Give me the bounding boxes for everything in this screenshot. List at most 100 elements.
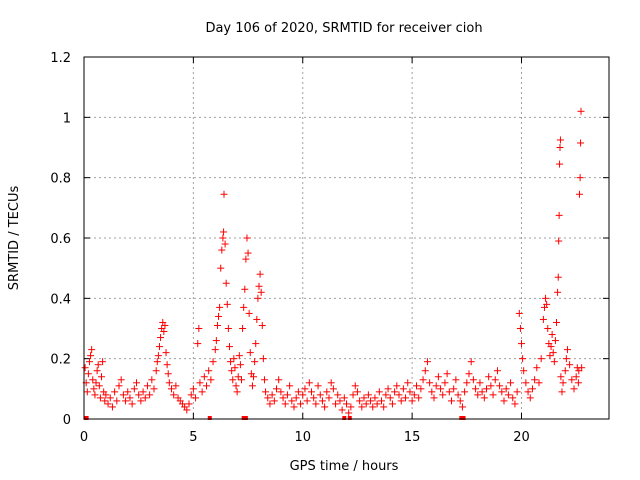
baseline-mark	[461, 416, 466, 420]
data-point	[243, 234, 251, 242]
y-tick-label: 0.2	[50, 353, 71, 368]
data-point	[219, 234, 227, 242]
data-point	[99, 358, 107, 366]
data-point	[260, 376, 268, 384]
data-point	[437, 385, 445, 393]
data-point	[106, 394, 114, 402]
data-point	[165, 379, 173, 387]
data-point	[133, 379, 140, 387]
data-point	[89, 376, 97, 384]
data-point	[139, 388, 147, 396]
data-point	[522, 379, 530, 387]
data-point	[314, 382, 322, 390]
data-point	[93, 367, 101, 375]
data-point	[563, 346, 571, 354]
data-point	[212, 337, 220, 345]
x-tick-label: 0	[80, 430, 88, 445]
data-point	[356, 397, 364, 405]
data-point	[515, 309, 523, 317]
data-point	[90, 385, 98, 393]
data-point	[458, 403, 466, 411]
data-point	[358, 403, 366, 411]
baseline-mark	[342, 416, 347, 420]
data-point	[551, 337, 559, 345]
data-point	[533, 364, 541, 372]
data-point	[528, 385, 536, 393]
data-point	[543, 300, 551, 308]
data-point	[187, 391, 195, 399]
data-point	[461, 388, 469, 396]
data-point	[218, 246, 226, 254]
data-point	[253, 315, 261, 323]
plot-frame	[83, 56, 610, 420]
data-point	[222, 279, 230, 287]
data-point	[343, 400, 350, 408]
data-point	[327, 379, 335, 387]
data-point	[154, 352, 162, 360]
data-point	[493, 367, 501, 375]
data-point	[316, 391, 324, 399]
data-point	[262, 388, 270, 396]
data-point	[463, 379, 471, 387]
data-point	[83, 388, 91, 396]
data-point	[209, 358, 217, 366]
data-point	[384, 385, 392, 393]
data-point	[146, 391, 154, 399]
data-point	[559, 379, 567, 387]
data-point	[428, 388, 436, 396]
data-point	[117, 376, 125, 384]
data-point	[480, 394, 488, 402]
data-point	[242, 255, 250, 263]
data-point	[417, 385, 425, 393]
data-point	[231, 364, 239, 372]
data-point	[286, 382, 294, 390]
data-point	[489, 391, 497, 399]
data-point	[241, 285, 249, 293]
data-point	[153, 358, 161, 366]
data-point	[395, 391, 403, 399]
x-tick-label: 15	[404, 430, 421, 445]
y-tick-label: 0	[63, 413, 71, 428]
data-point	[185, 400, 193, 408]
data-point	[575, 190, 583, 198]
points-layer	[81, 107, 586, 420]
data-point	[373, 400, 381, 408]
data-point	[561, 367, 569, 375]
y-tick-label: 1.2	[50, 51, 71, 66]
data-point	[568, 376, 576, 384]
data-point	[194, 340, 202, 348]
data-point	[380, 403, 388, 411]
data-point	[252, 340, 260, 348]
data-point	[88, 346, 96, 354]
data-point	[519, 355, 527, 363]
data-point	[423, 358, 431, 366]
data-point	[128, 400, 136, 408]
data-point	[225, 343, 233, 351]
data-point	[421, 367, 429, 375]
data-point	[544, 325, 552, 332]
data-point	[555, 237, 563, 245]
data-point	[113, 397, 121, 405]
data-point	[301, 385, 309, 393]
data-point	[487, 382, 495, 390]
data-point	[360, 394, 368, 402]
data-point	[152, 367, 160, 375]
data-point	[227, 358, 235, 366]
data-point	[413, 382, 420, 390]
data-point	[148, 376, 156, 384]
data-point	[91, 391, 99, 399]
data-point	[430, 394, 438, 402]
data-point	[408, 397, 416, 405]
data-point	[520, 367, 528, 375]
data-point	[223, 300, 231, 308]
data-point	[388, 400, 396, 408]
data-point	[143, 382, 151, 390]
data-point	[362, 400, 370, 408]
data-point	[172, 382, 180, 390]
data-point	[230, 355, 238, 363]
data-point	[441, 379, 449, 387]
data-point	[386, 394, 394, 402]
data-point	[273, 385, 280, 393]
data-point	[516, 325, 524, 332]
